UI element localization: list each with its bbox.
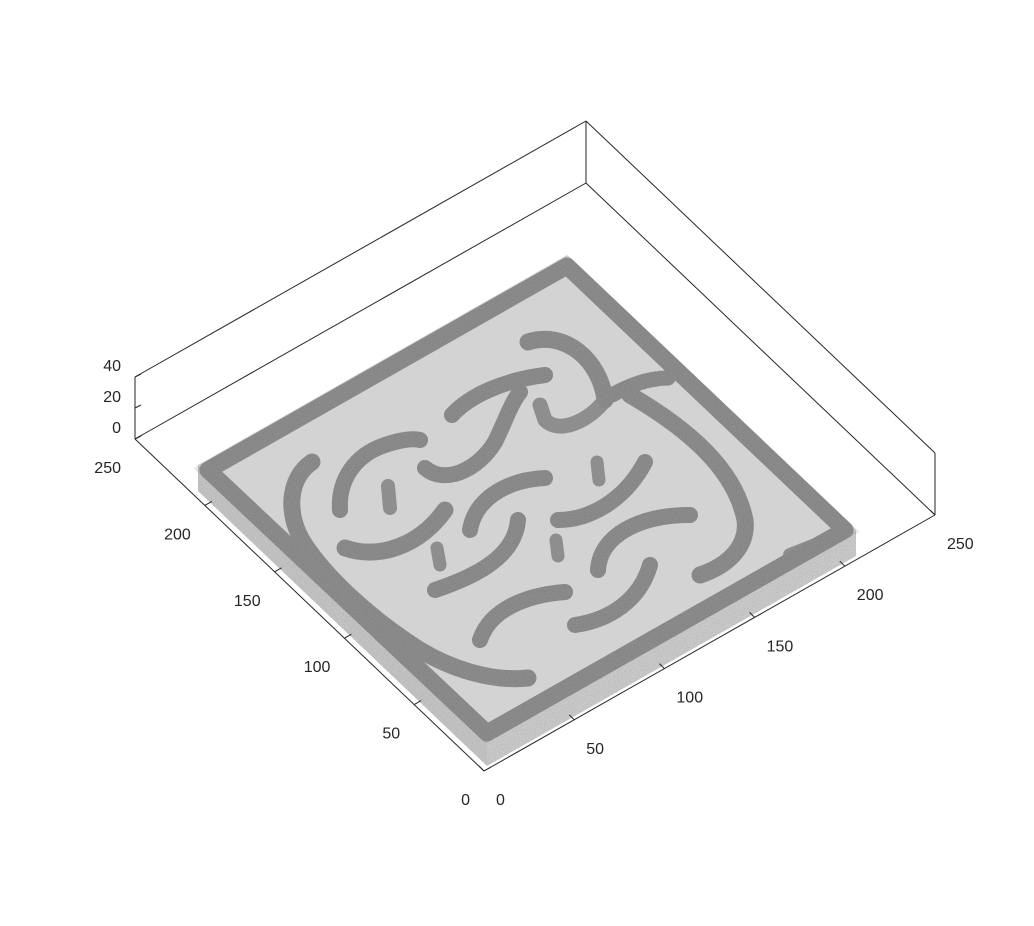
y-tick-label: 50 [382, 726, 400, 743]
y-tick [484, 767, 491, 771]
y-tick [414, 701, 421, 705]
wall-center-stub-3 [597, 462, 599, 480]
z-tick [135, 436, 141, 439]
x-tick-label: 100 [676, 690, 703, 707]
z-tick-label: 20 [103, 389, 121, 406]
wall-left-stub [388, 486, 390, 508]
x-tick [479, 766, 484, 771]
z-tick-label: 0 [112, 420, 121, 437]
y-tick [275, 568, 282, 572]
y-tick-label: 150 [234, 593, 261, 610]
x-tick-label: 150 [767, 638, 794, 655]
x-tick-label: 250 [947, 536, 974, 553]
x-tick-label: 200 [857, 587, 884, 604]
z-tick [135, 374, 141, 377]
z-tick [135, 405, 141, 408]
y-tick-label: 200 [164, 526, 191, 543]
x-tick-label: 50 [586, 741, 604, 758]
y-tick-label: 0 [461, 792, 470, 809]
z-tick-label: 40 [103, 358, 121, 375]
y-tick [205, 501, 212, 505]
wall-center-stub-1 [437, 548, 440, 565]
x-tick [930, 510, 935, 515]
wall-center-stub-2 [556, 540, 558, 556]
x-tick-label: 0 [496, 792, 505, 809]
y-tick-label: 250 [94, 460, 121, 477]
y-tick-label: 100 [304, 659, 331, 676]
y-tick [344, 634, 351, 638]
